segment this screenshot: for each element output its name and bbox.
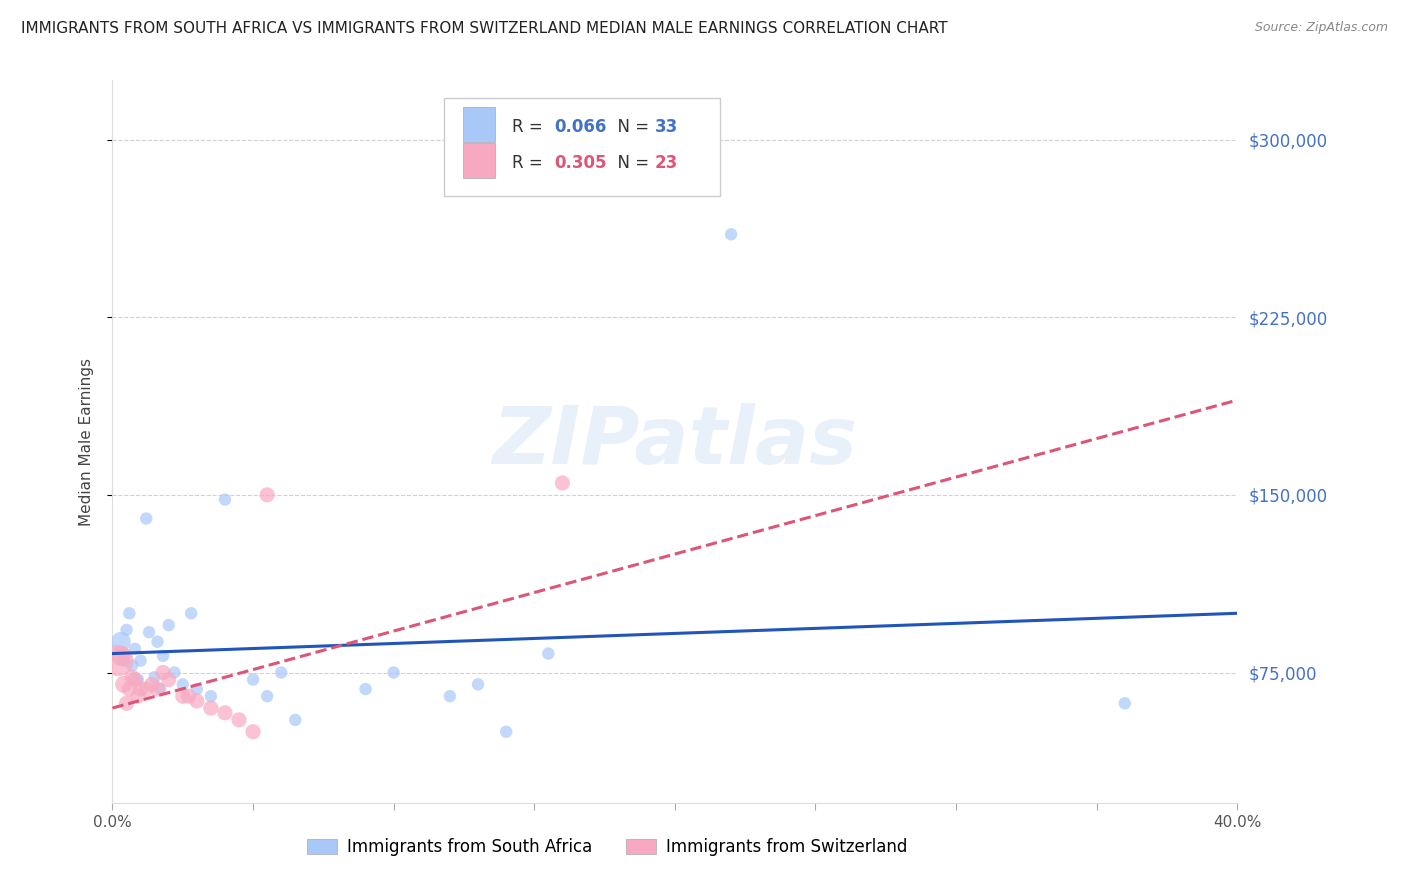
Point	[112, 677, 135, 691]
Point	[495, 724, 517, 739]
Point	[135, 682, 157, 697]
Point	[127, 673, 149, 687]
Text: IMMIGRANTS FROM SOUTH AFRICA VS IMMIGRANTS FROM SWITZERLAND MEDIAN MALE EARNINGS: IMMIGRANTS FROM SOUTH AFRICA VS IMMIGRAN…	[21, 21, 948, 36]
Point	[146, 634, 169, 648]
Point	[118, 682, 141, 697]
Point	[382, 665, 405, 680]
Point	[1114, 696, 1136, 710]
Point	[242, 724, 264, 739]
Point	[467, 677, 489, 691]
Text: 23: 23	[655, 154, 678, 172]
Text: 33: 33	[655, 119, 678, 136]
Text: Source: ZipAtlas.com: Source: ZipAtlas.com	[1254, 21, 1388, 34]
Point	[172, 677, 194, 691]
Point	[228, 713, 250, 727]
Text: ZIPatlas: ZIPatlas	[492, 402, 858, 481]
Point	[143, 670, 166, 684]
Text: R =: R =	[512, 154, 548, 172]
Point	[124, 673, 146, 687]
Point	[118, 607, 141, 621]
Point	[200, 701, 222, 715]
Point	[214, 706, 236, 720]
Legend: Immigrants from South Africa, Immigrants from Switzerland: Immigrants from South Africa, Immigrants…	[301, 831, 914, 863]
Point	[551, 475, 574, 490]
Text: N =: N =	[607, 154, 655, 172]
FancyBboxPatch shape	[464, 107, 495, 142]
Point	[186, 694, 208, 708]
Point	[720, 227, 742, 242]
Point	[172, 689, 194, 703]
Point	[124, 641, 146, 656]
FancyBboxPatch shape	[464, 143, 495, 178]
Text: 0.305: 0.305	[554, 154, 607, 172]
Point	[256, 689, 278, 703]
Point	[354, 682, 377, 697]
Point	[110, 634, 132, 648]
Point	[146, 682, 169, 697]
Point	[129, 682, 152, 697]
Point	[200, 689, 222, 703]
Point	[186, 682, 208, 697]
Point	[149, 682, 172, 697]
Point	[121, 670, 143, 684]
Text: N =: N =	[607, 119, 655, 136]
Point	[180, 607, 202, 621]
Point	[214, 492, 236, 507]
Point	[115, 696, 138, 710]
Point	[284, 713, 307, 727]
Text: R =: R =	[512, 119, 548, 136]
Point	[270, 665, 292, 680]
Point	[439, 689, 461, 703]
Point	[163, 665, 186, 680]
Point	[177, 689, 200, 703]
Point	[110, 648, 132, 663]
Point	[127, 689, 149, 703]
Point	[242, 673, 264, 687]
Point	[141, 677, 163, 691]
Y-axis label: Median Male Earnings: Median Male Earnings	[79, 358, 94, 525]
Text: 0.066: 0.066	[554, 119, 607, 136]
Point	[256, 488, 278, 502]
Point	[152, 665, 174, 680]
FancyBboxPatch shape	[444, 98, 720, 196]
Point	[152, 648, 174, 663]
Point	[115, 623, 138, 637]
Point	[129, 654, 152, 668]
Point	[537, 647, 560, 661]
Point	[135, 511, 157, 525]
Point	[121, 658, 143, 673]
Point	[157, 673, 180, 687]
Point	[138, 625, 160, 640]
Point	[157, 618, 180, 632]
Point	[112, 654, 135, 668]
Point	[107, 654, 129, 668]
